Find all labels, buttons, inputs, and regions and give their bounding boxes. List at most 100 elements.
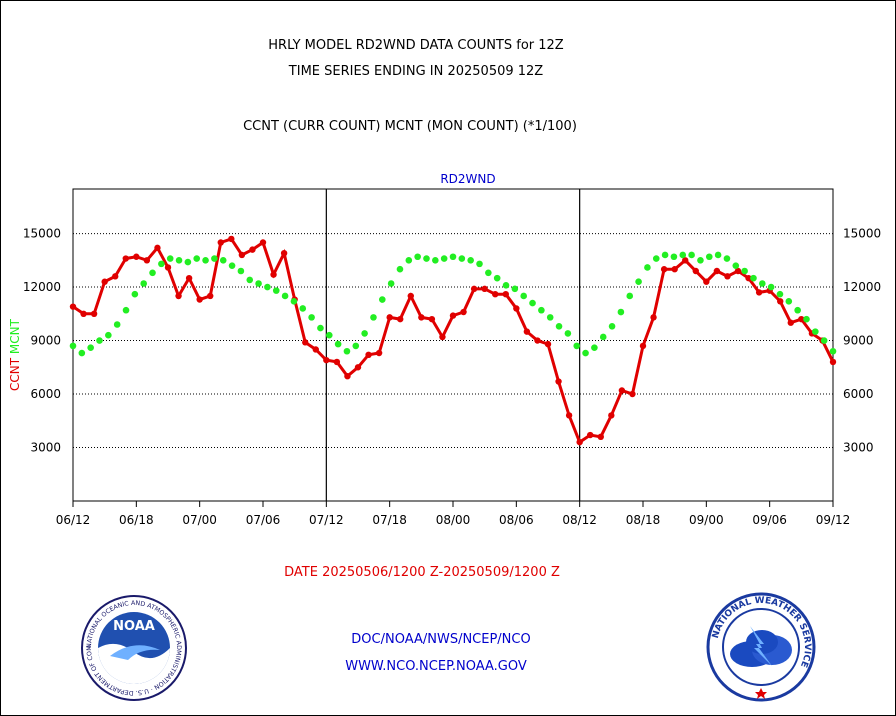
series-point-mcnt	[352, 342, 360, 350]
series-point-mcnt	[467, 257, 474, 264]
x-tick-label: 09/00	[689, 513, 724, 527]
series-point-mcnt	[546, 314, 554, 321]
series-point-mcnt	[78, 349, 86, 357]
series-point-mcnt	[308, 314, 315, 321]
series-point-ccnt	[639, 342, 647, 350]
y-axis-label-part: MCNT	[8, 318, 22, 358]
series-point-mcnt	[458, 255, 466, 262]
series-point-mcnt	[670, 253, 678, 261]
series-point-ccnt	[787, 319, 794, 326]
series-point-ccnt	[650, 314, 657, 321]
series-point-ccnt	[69, 303, 77, 310]
series-point-ccnt	[397, 315, 404, 323]
series-point-ccnt	[597, 433, 604, 441]
series-point-mcnt	[281, 292, 289, 300]
series-point-ccnt	[587, 431, 594, 439]
series-point-mcnt	[591, 344, 598, 351]
series-point-mcnt	[617, 308, 625, 316]
x-tick-label: 08/12	[562, 513, 597, 527]
series-point-ccnt	[249, 246, 256, 253]
series-point-mcnt	[555, 322, 563, 330]
series-point-ccnt	[228, 235, 235, 243]
series-point-ccnt	[428, 315, 436, 323]
x-tick-label: 07/18	[372, 513, 407, 527]
series-point-ccnt	[692, 267, 699, 275]
y-axis-label: CCNT MCNT	[8, 318, 22, 391]
x-tick-label: 08/06	[499, 513, 534, 527]
series-point-ccnt	[829, 358, 837, 366]
series-point-ccnt	[724, 273, 731, 280]
series-point-mcnt	[423, 255, 430, 262]
series-point-ccnt	[270, 271, 277, 278]
y-tick-label-right: 6000	[843, 387, 874, 401]
series-point-ccnt	[618, 387, 626, 394]
series-point-ccnt	[523, 328, 531, 335]
series-point-ccnt	[555, 378, 562, 385]
chart-heading-line1: HRLY MODEL RD2WND DATA COUNTS for 12Z	[268, 38, 564, 53]
series-point-mcnt	[272, 287, 280, 294]
series-point-ccnt	[407, 292, 414, 300]
series-point-ccnt	[344, 373, 351, 380]
series-point-mcnt	[697, 257, 704, 264]
series-point-ccnt	[164, 264, 172, 271]
series-point-mcnt	[502, 281, 510, 289]
series-point-mcnt	[573, 342, 581, 350]
chart-heading-line2: TIME SERIES ENDING IN 20250509 12Z	[288, 64, 544, 79]
series-point-mcnt	[387, 280, 395, 287]
series-point-mcnt	[211, 255, 218, 262]
series-point-mcnt	[334, 340, 342, 348]
x-tick-label: 06/12	[56, 513, 91, 527]
chart-heading-line3: CCNT (CURR COUNT) MCNT (MON COUNT) (*1/1…	[243, 119, 577, 134]
series-point-mcnt	[812, 328, 819, 335]
series-point-ccnt	[481, 285, 488, 293]
series-point-mcnt	[626, 292, 634, 300]
series-point-ccnt	[745, 274, 752, 282]
series-point-ccnt	[470, 285, 478, 293]
series-point-ccnt	[280, 249, 288, 257]
series-point-mcnt	[96, 337, 103, 344]
plot-frame	[72, 188, 834, 502]
series-point-mcnt	[538, 306, 545, 314]
series-point-mcnt	[396, 265, 404, 273]
series-point-mcnt	[69, 342, 77, 350]
series-point-mcnt	[493, 274, 501, 282]
series-point-mcnt	[149, 269, 156, 277]
series-point-mcnt	[361, 330, 368, 337]
series-point-ccnt	[143, 257, 151, 264]
y-tick-label-left: 9000	[30, 334, 61, 348]
series-point-ccnt	[217, 239, 224, 246]
series-point-mcnt	[723, 255, 731, 262]
series-point-ccnt	[608, 412, 615, 419]
series-point-mcnt	[485, 269, 492, 277]
series-point-mcnt	[803, 315, 810, 323]
series-point-mcnt	[767, 283, 775, 291]
series-point-ccnt	[323, 356, 330, 364]
series-point-mcnt	[644, 264, 651, 271]
series-point-ccnt	[133, 253, 140, 260]
series-point-mcnt	[140, 280, 147, 287]
series-point-mcnt	[829, 347, 837, 355]
series-point-ccnt	[734, 267, 742, 275]
series-point-ccnt	[90, 310, 98, 317]
org-path: DOC/NOAA/NWS/NCEP/NCO	[351, 632, 531, 647]
x-tick-label: 06/18	[119, 513, 154, 527]
series-point-mcnt	[564, 330, 572, 337]
series-point-mcnt	[264, 283, 271, 291]
series-point-ccnt	[565, 412, 573, 419]
series-point-mcnt	[317, 324, 324, 332]
series-point-mcnt	[184, 258, 192, 266]
x-tick-label: 07/06	[246, 513, 281, 527]
series-point-ccnt	[777, 298, 784, 305]
series-point-ccnt	[154, 244, 161, 252]
x-tick-label: 08/00	[436, 513, 471, 527]
series-point-ccnt	[185, 274, 193, 282]
series-point-mcnt	[246, 276, 254, 284]
series-point-mcnt	[299, 305, 307, 312]
series-point-mcnt	[290, 298, 298, 305]
series-point-mcnt	[105, 331, 112, 339]
series-point-ccnt	[534, 337, 541, 344]
series-point-mcnt	[732, 262, 740, 269]
x-tick-label: 08/18	[626, 513, 661, 527]
website-link[interactable]: WWW.NCO.NCEP.NOAA.GOV	[345, 659, 527, 674]
series-point-mcnt	[228, 262, 236, 269]
